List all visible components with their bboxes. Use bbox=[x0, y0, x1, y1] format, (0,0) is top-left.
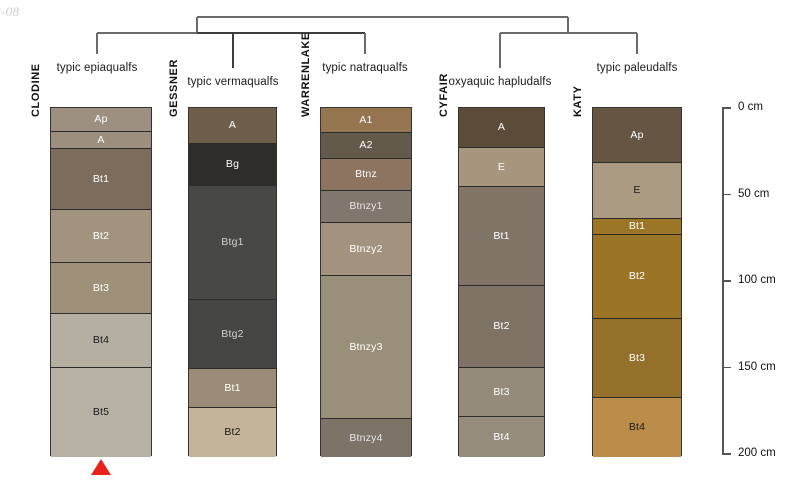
horizon-block[interactable]: Btg1 bbox=[189, 186, 276, 300]
horizon-block[interactable]: Bt2 bbox=[459, 286, 544, 368]
horizon-label: Bt5 bbox=[92, 406, 110, 419]
horizon-block[interactable]: Btnzy2 bbox=[321, 223, 411, 276]
horizon-block[interactable]: A bbox=[51, 132, 151, 149]
horizon-label: Btnzy2 bbox=[349, 242, 383, 255]
taxonomy-dendrogram bbox=[96, 16, 638, 68]
horizon-label: E bbox=[497, 160, 506, 173]
horizon-label: Bt2 bbox=[628, 270, 646, 283]
horizon-block[interactable]: A bbox=[189, 108, 276, 144]
horizon-block[interactable]: E bbox=[459, 148, 544, 187]
profile-name-label: GESSNER bbox=[168, 59, 180, 117]
horizon-block[interactable]: Btnzy1 bbox=[321, 191, 411, 223]
depth-tick-label: 0 cm bbox=[738, 101, 763, 113]
horizon-block[interactable]: Btnz bbox=[321, 159, 411, 191]
profile-column-katy: Ap E Bt1 Bt2 Bt3 Bt4 bbox=[592, 107, 682, 457]
horizon-block[interactable]: Ap bbox=[593, 108, 681, 163]
depth-tick-label: 200 cm bbox=[738, 447, 776, 459]
profile-name-label: KATY bbox=[572, 85, 584, 117]
horizon-label: Bt1 bbox=[493, 229, 510, 242]
horizon-label: Btg2 bbox=[221, 327, 244, 340]
horizon-block[interactable]: A1 bbox=[321, 108, 411, 133]
horizon-block[interactable]: Bt4 bbox=[51, 314, 151, 368]
horizon-block[interactable]: Bt3 bbox=[459, 368, 544, 417]
horizon-label: E bbox=[633, 184, 641, 197]
depth-tick-mark bbox=[722, 193, 731, 196]
horizon-label: Bt1 bbox=[224, 381, 241, 394]
horizon-block[interactable]: Bt1 bbox=[459, 187, 544, 286]
horizon-block[interactable]: Bt5 bbox=[51, 368, 151, 457]
taxon-label-paleudalfs: typic paleudalfs bbox=[596, 62, 678, 74]
profile-column-cyfair: A E Bt1 Bt2 Bt3 Bt4 bbox=[458, 107, 545, 457]
horizon-block[interactable]: Bt2 bbox=[593, 235, 681, 319]
horizon-block[interactable]: A2 bbox=[321, 133, 411, 159]
horizon-label: Bt3 bbox=[628, 351, 646, 364]
horizon-label: Bt1 bbox=[92, 172, 110, 185]
horizon-label: A2 bbox=[359, 139, 373, 152]
horizon-label: Ap bbox=[94, 113, 108, 126]
horizon-block[interactable]: Btnzy4 bbox=[321, 419, 411, 457]
watermark-text: 0-08 bbox=[0, 4, 20, 19]
horizon-label: Bt2 bbox=[92, 229, 110, 242]
horizon-block[interactable]: Bt3 bbox=[593, 319, 681, 398]
horizon-block[interactable]: Bt1 bbox=[189, 369, 276, 408]
horizon-block[interactable]: Bt4 bbox=[459, 417, 544, 457]
profile-column-warrenlake: A1 A2 Btnz Btnzy1 Btnzy2 Btnzy3 Btnzy4 bbox=[320, 107, 412, 457]
horizon-block[interactable]: Bt3 bbox=[51, 263, 151, 314]
horizon-block[interactable]: Btg2 bbox=[189, 300, 276, 369]
horizon-label: Bt1 bbox=[628, 220, 646, 233]
horizon-label: Bt4 bbox=[493, 430, 510, 443]
depth-tick-label: 100 cm bbox=[738, 274, 776, 286]
horizon-label: Btnzy1 bbox=[349, 200, 383, 213]
horizon-block[interactable]: Bt1 bbox=[593, 219, 681, 235]
depth-tick-label: 50 cm bbox=[738, 187, 770, 200]
profile-column-gessner: A Bg Btg1 Btg2 Bt1 Bt2 bbox=[188, 107, 277, 457]
horizon-label: Ap bbox=[630, 128, 644, 141]
horizon-label: Btnzy4 bbox=[349, 431, 383, 444]
depth-tick-mark bbox=[722, 280, 731, 282]
horizon-label: A bbox=[497, 121, 506, 134]
horizon-label: Bt4 bbox=[628, 421, 646, 434]
horizon-label: Btnzy3 bbox=[349, 340, 383, 353]
horizon-label: A bbox=[97, 133, 105, 146]
taxon-label-natraqualfs: typic natraqualfs bbox=[322, 62, 408, 74]
horizon-block[interactable]: E bbox=[593, 163, 681, 219]
horizon-block[interactable]: Bt4 bbox=[593, 398, 681, 457]
horizon-label: A1 bbox=[359, 113, 373, 126]
horizon-label: Bg bbox=[225, 158, 240, 171]
depth-tick-mark bbox=[722, 107, 731, 109]
horizon-label: A bbox=[228, 119, 237, 132]
horizon-block[interactable]: Btnzy3 bbox=[321, 276, 411, 419]
horizon-block[interactable]: Bt2 bbox=[189, 408, 276, 457]
horizon-label: Bt4 bbox=[92, 334, 110, 347]
taxon-label-vermaqualfs: typic vermaqualfs bbox=[187, 76, 279, 88]
profile-name-label: CLODINE bbox=[30, 63, 42, 117]
horizon-block[interactable]: Bg bbox=[189, 144, 276, 186]
horizon-label: Btg1 bbox=[221, 236, 244, 249]
horizon-label: Bt3 bbox=[92, 281, 110, 294]
taxon-label-hapludalfs: oxyaquic hapludalfs bbox=[448, 76, 552, 88]
profile-name-label: WARRENLAKE bbox=[300, 32, 312, 117]
horizon-label: Btnz bbox=[355, 168, 377, 181]
red-triangle-marker bbox=[91, 459, 111, 475]
profile-name-label: CYFAIR bbox=[438, 73, 450, 117]
depth-axis: 0 cm 50 cm 100 cm 150 cm 200 cm bbox=[700, 95, 800, 475]
horizon-block[interactable]: A bbox=[459, 108, 544, 148]
taxon-label-epiaqualfs: typic epiaqualfs bbox=[56, 62, 138, 74]
horizon-block[interactable]: Bt1 bbox=[51, 149, 151, 210]
depth-tick-mark bbox=[722, 366, 731, 369]
horizon-block[interactable]: Ap bbox=[51, 108, 151, 132]
horizon-block[interactable]: Bt2 bbox=[51, 210, 151, 263]
horizon-label: Bt3 bbox=[493, 385, 510, 398]
profile-column-clodine: Ap A Bt1 Bt2 Bt3 Bt4 Bt5 bbox=[50, 107, 152, 457]
horizon-label: Bt2 bbox=[224, 426, 241, 439]
depth-tick-mark bbox=[722, 453, 731, 455]
depth-tick-label: 150 cm bbox=[738, 360, 776, 373]
horizon-label: Bt2 bbox=[493, 320, 510, 333]
